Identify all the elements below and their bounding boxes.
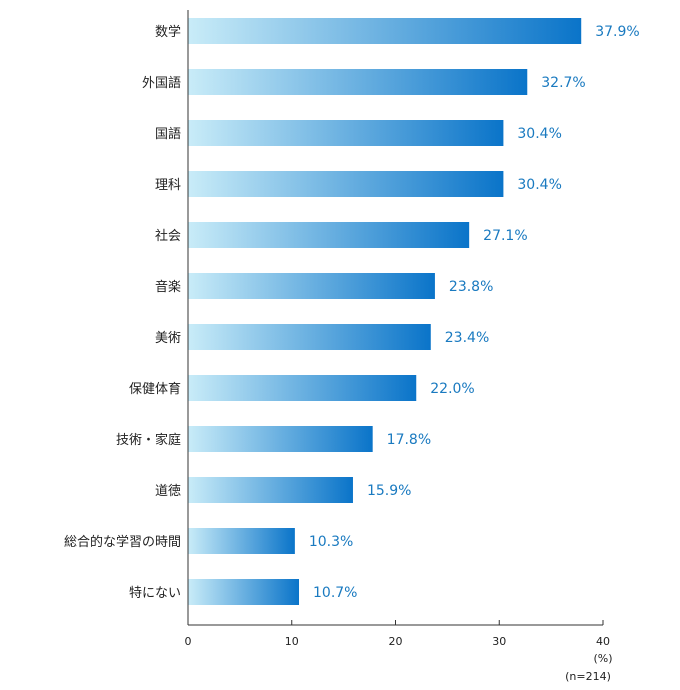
category-label: 保健体育	[129, 381, 181, 397]
data-label: 10.7%	[313, 585, 357, 601]
bars-layer	[188, 18, 582, 605]
x-tick-label: 30	[492, 635, 506, 648]
bar	[188, 120, 504, 146]
category-label: 総合的な学習の時間	[64, 534, 181, 550]
data-label: 30.4%	[517, 126, 561, 142]
category-label: 特にない	[129, 586, 181, 601]
value-labels: 37.9% 32.7% 30.4% 30.4% 27.1% 23.8% 23.4% 22.0%…	[309, 24, 640, 601]
data-label: 22.0%	[430, 381, 474, 397]
data-label: 10.3%	[309, 534, 353, 550]
sample-size-label: (n=214)	[565, 670, 611, 683]
category-label: 美術	[155, 331, 181, 346]
bar	[188, 324, 431, 350]
data-label: 23.8%	[449, 279, 493, 295]
x-tick-label: 10	[285, 635, 299, 648]
bar	[188, 375, 417, 401]
category-label: 数学	[155, 24, 181, 40]
x-tick-label: 40	[596, 635, 610, 648]
bar	[188, 477, 353, 503]
category-label: 道徳	[155, 484, 181, 499]
x-tick-label: 0	[185, 635, 192, 648]
bar	[188, 273, 435, 299]
bar	[188, 528, 295, 554]
data-label: 23.4%	[445, 330, 489, 346]
bar	[188, 18, 582, 44]
category-label: 国語	[155, 126, 181, 142]
data-label: 32.7%	[541, 75, 585, 91]
category-label: 技術・家庭	[116, 432, 181, 448]
bar	[188, 579, 300, 605]
bar	[188, 69, 528, 95]
x-tick-label: 20	[389, 635, 403, 648]
data-label: 27.1%	[483, 228, 527, 244]
x-axis-ticks: 0 10 20 30 40	[185, 620, 610, 648]
bar	[188, 426, 373, 452]
data-label: 37.9%	[595, 24, 639, 40]
bar	[188, 171, 504, 197]
category-label: 理科	[155, 178, 181, 193]
bar	[188, 222, 470, 248]
category-label: 社会	[155, 228, 181, 244]
data-label: 17.8%	[387, 432, 431, 448]
category-label: 外国語	[142, 75, 181, 91]
category-label: 音楽	[155, 279, 181, 295]
data-label: 30.4%	[517, 177, 561, 193]
unit-label: (%)	[593, 652, 612, 665]
data-label: 15.9%	[367, 483, 411, 499]
